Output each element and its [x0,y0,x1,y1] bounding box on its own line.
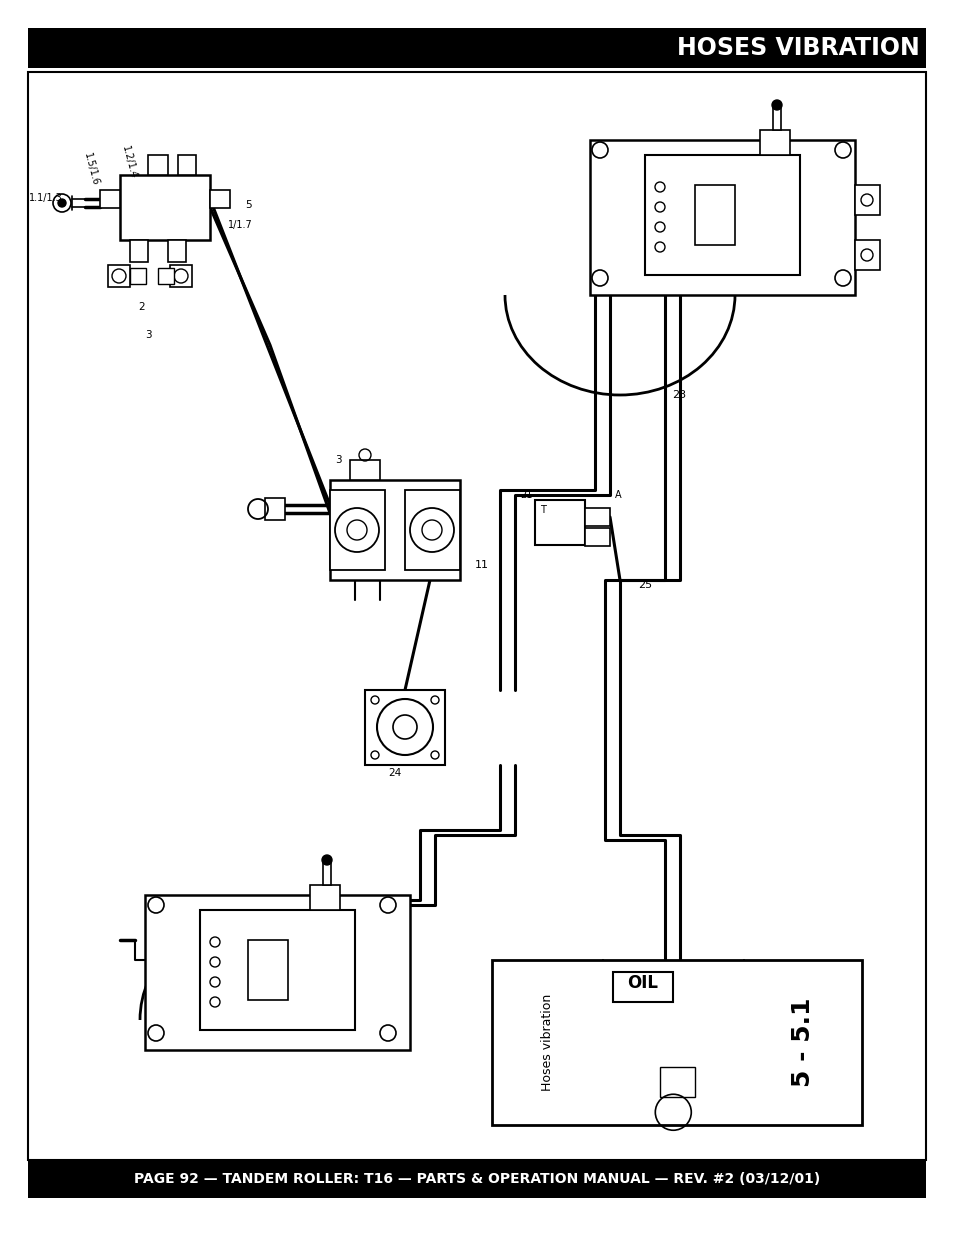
Bar [158,268,173,284]
Bar [168,240,186,262]
Bar [330,480,459,580]
Bar [330,490,385,571]
Bar [130,240,148,262]
Text: 1/1.7: 1/1.7 [228,220,253,230]
Bar [854,185,879,215]
Text: 25: 25 [638,580,652,590]
Text: 1.5/1.6: 1.5/1.6 [82,152,100,188]
Text: 23: 23 [671,390,685,400]
Bar [310,885,339,910]
Circle shape [771,100,781,110]
Text: PAGE 92 — TANDEM ROLLER: T16 — PARTS & OPERATION MANUAL — REV. #2 (03/12/01): PAGE 92 — TANDEM ROLLER: T16 — PARTS & O… [133,1172,820,1186]
Bar [695,185,734,245]
Bar [248,940,288,1000]
Bar [28,1160,925,1198]
Bar [120,175,210,240]
Circle shape [322,855,332,864]
Bar [323,863,331,885]
Bar [265,498,285,520]
Bar [145,895,410,1050]
Bar [200,910,355,1030]
Bar [148,156,168,175]
Text: 24: 24 [388,768,401,778]
Bar [28,28,925,68]
Text: 21: 21 [519,490,532,500]
Bar [100,190,120,207]
Text: 3: 3 [145,330,152,340]
Text: T: T [539,505,545,515]
Bar [108,266,130,287]
Bar [584,508,609,526]
Bar [589,140,854,295]
Text: Hoses vibration: Hoses vibration [540,994,554,1092]
Bar [130,268,146,284]
Text: 3: 3 [335,454,341,466]
Text: HOSES VIBRATION: HOSES VIBRATION [677,36,919,61]
Text: 11: 11 [475,559,489,571]
Text: A: A [615,490,621,500]
Bar [178,156,195,175]
Bar [535,500,584,545]
Bar [210,190,230,207]
Bar [584,529,609,546]
Text: 1.1/1.3: 1.1/1.3 [30,193,63,203]
Bar [613,972,672,1002]
Bar [760,130,789,156]
Text: 2: 2 [138,303,145,312]
Bar [659,1067,695,1097]
Bar [350,459,379,480]
Text: 1.2/1.4: 1.2/1.4 [120,144,138,180]
Bar [854,240,879,270]
Bar [772,107,781,130]
Bar [28,72,925,1160]
Text: OIL: OIL [627,974,658,992]
Bar [405,490,459,571]
Bar [365,690,444,764]
Circle shape [58,199,66,207]
Text: 5 - 5.1: 5 - 5.1 [790,998,814,1087]
Bar [492,960,862,1125]
Bar [644,156,800,275]
Bar [170,266,192,287]
Text: 5: 5 [245,200,252,210]
